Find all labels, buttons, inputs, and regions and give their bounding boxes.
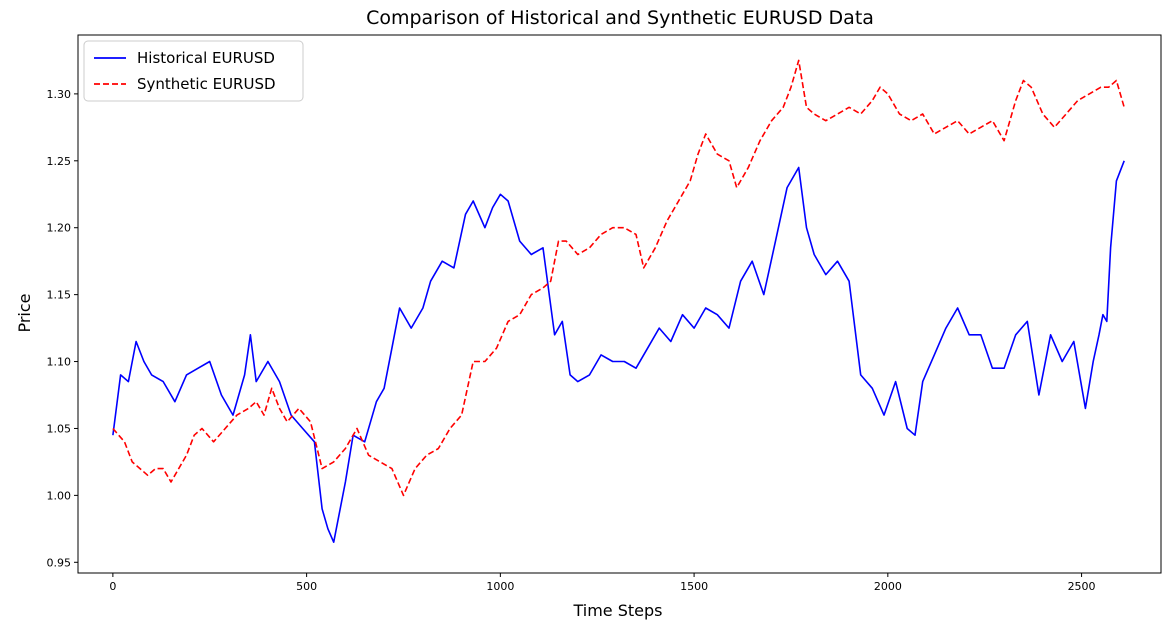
x-tick-label: 0 <box>109 580 116 593</box>
x-axis-label: Time Steps <box>572 601 662 620</box>
x-tick-label: 1000 <box>486 580 514 593</box>
chart-title: Comparison of Historical and Synthetic E… <box>366 7 874 29</box>
legend-box <box>83 40 304 102</box>
x-tick-label: 500 <box>296 580 317 593</box>
y-tick-label: 1.20 <box>47 222 72 235</box>
y-tick-label: 1.10 <box>47 356 72 369</box>
plot-lines <box>112 59 1125 543</box>
legend: Historical EURUSD Synthetic EURUSD <box>83 40 304 102</box>
y-tick-label: 1.30 <box>47 88 72 101</box>
series-line-1 <box>112 160 1125 543</box>
legend-label-2: Synthetic EURUSD <box>137 75 276 93</box>
y-axis: 0.95 1.00 1.05 1.10 1.15 1.20 1.25 1.30 <box>47 88 78 569</box>
x-tick-label: 2000 <box>874 580 902 593</box>
y-axis-label: Price <box>15 293 34 332</box>
x-tick-label: 2500 <box>1068 580 1096 593</box>
x-tick-label: 1500 <box>680 580 708 593</box>
y-tick-label: 1.05 <box>47 422 72 435</box>
series-line-2 <box>112 59 1125 497</box>
y-tick-label: 0.95 <box>47 556 72 569</box>
y-tick-label: 1.25 <box>47 155 72 168</box>
y-tick-label: 1.15 <box>47 289 72 302</box>
legend-label-1: Historical EURUSD <box>137 49 275 67</box>
y-tick-label: 1.00 <box>47 489 72 502</box>
x-axis: 0 500 1000 1500 2000 2500 <box>109 573 1096 593</box>
plot-frame <box>77 34 1162 574</box>
